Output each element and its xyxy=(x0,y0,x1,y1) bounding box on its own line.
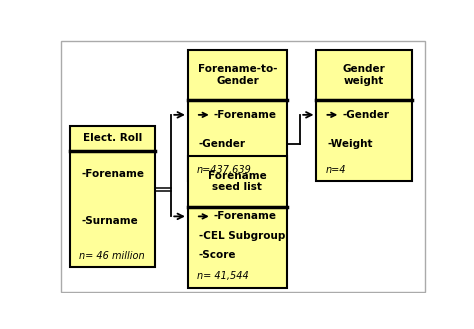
Text: Forename
seed list: Forename seed list xyxy=(208,170,267,192)
Text: Forename-to-
Gender: Forename-to- Gender xyxy=(198,64,277,86)
Text: -Gender: -Gender xyxy=(342,110,389,120)
Text: Elect. Roll: Elect. Roll xyxy=(83,133,142,143)
FancyBboxPatch shape xyxy=(188,156,287,288)
Text: n=437,639: n=437,639 xyxy=(197,165,252,175)
Text: -Surname: -Surname xyxy=(82,216,138,226)
Text: -Forename: -Forename xyxy=(82,169,144,179)
Text: n=4: n=4 xyxy=(326,165,346,175)
Text: n= 41,544: n= 41,544 xyxy=(197,271,249,281)
Text: Gender
weight: Gender weight xyxy=(343,64,385,86)
Text: -Forename: -Forename xyxy=(213,212,276,221)
FancyBboxPatch shape xyxy=(316,50,412,181)
FancyBboxPatch shape xyxy=(70,126,155,267)
Text: -Score: -Score xyxy=(199,250,237,260)
FancyBboxPatch shape xyxy=(188,50,287,181)
Text: n= 46 million: n= 46 million xyxy=(80,251,145,261)
Text: -Forename: -Forename xyxy=(213,110,276,120)
Text: -Gender: -Gender xyxy=(199,139,246,149)
Text: -Weight: -Weight xyxy=(328,139,373,149)
Text: -CEL Subgroup: -CEL Subgroup xyxy=(199,231,285,241)
